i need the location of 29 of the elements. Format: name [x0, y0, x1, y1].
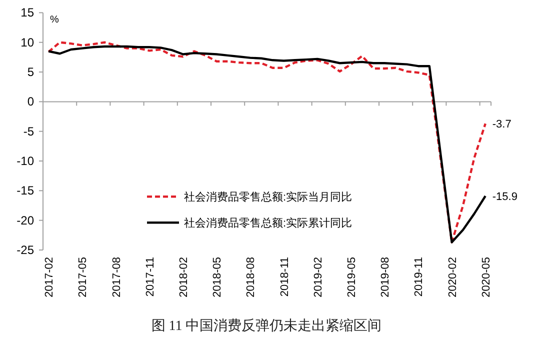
y-tick-label: -25 [16, 243, 34, 257]
x-tick-label: 2018-11 [278, 257, 291, 297]
x-tick-label: 2017-11 [144, 257, 156, 297]
data-label: -15.9 [492, 191, 518, 204]
y-tick-label: -15 [16, 184, 34, 198]
x-tick-label: 2019-11 [413, 257, 426, 297]
y-tick-label: 0 [27, 94, 34, 109]
x-tick-label: 2020-02 [446, 257, 459, 298]
y-tick-label: 15 [20, 6, 34, 20]
x-tick-label: 2019-02 [312, 257, 324, 298]
data-label: -3.7 [492, 118, 512, 131]
x-tick-label: 2017-02 [44, 257, 56, 298]
y-tick-label: -20 [16, 213, 34, 228]
legend-label: 社会消费品零售总额:实际当月同比 [184, 190, 352, 204]
x-tick-label: 2020-05 [480, 257, 492, 298]
y-tick-label: 10 [20, 35, 34, 50]
x-tick-label: 2017-08 [110, 257, 123, 298]
x-tick-label: 2018-05 [212, 257, 224, 298]
x-tick-label: 2018-08 [245, 257, 258, 298]
y-tick-label: -5 [23, 124, 34, 138]
y-axis-title: % [50, 14, 59, 26]
y-tick-label: -10 [16, 154, 34, 168]
x-tick-label: 2019-05 [346, 257, 358, 298]
x-tick-label: 2019-08 [380, 257, 392, 298]
x-tick-label: 2017-05 [77, 257, 90, 298]
caption: 图 11 中国消费反弹仍未走出紧缩区间 [151, 318, 382, 334]
y-tick-label: 5 [27, 65, 34, 80]
x-tick-label: 2018-02 [178, 257, 190, 298]
legend-label: 社会消费品零售总额:实际累计同比 [184, 216, 352, 230]
